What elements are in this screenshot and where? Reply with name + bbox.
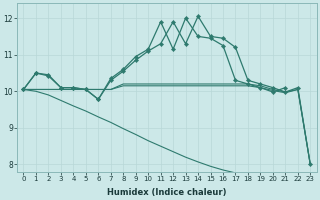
X-axis label: Humidex (Indice chaleur): Humidex (Indice chaleur) [107, 188, 227, 197]
